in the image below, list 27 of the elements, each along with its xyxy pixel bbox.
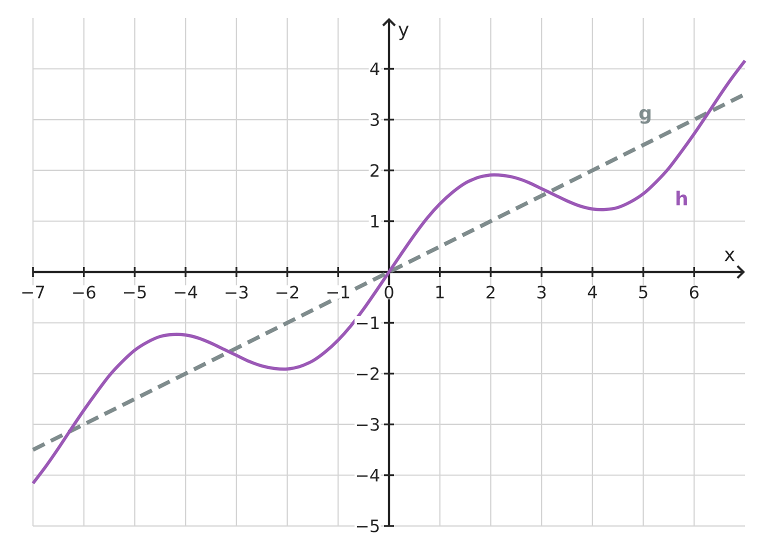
x-tick-label: −4 <box>174 286 198 298</box>
y-tick-label: −2 <box>356 367 379 380</box>
x-tick-label: 1 <box>436 286 444 298</box>
y-tick-label: 3 <box>370 113 379 126</box>
x-tick-label: 0 <box>384 286 394 299</box>
x-tick-label: −1 <box>327 286 350 298</box>
y-tick-label: −1 <box>356 316 379 329</box>
y-tick-label: 2 <box>370 164 378 177</box>
y-tick-label: −5 <box>356 520 379 532</box>
x-tick-label: −7 <box>22 286 44 298</box>
x-tick-label: 6 <box>690 286 698 299</box>
x-tick-label: −3 <box>226 286 248 299</box>
series-label: h <box>676 190 687 206</box>
y-tick-label: −3 <box>356 418 379 431</box>
x-tick-label: −6 <box>73 286 96 299</box>
x-tick-label: 4 <box>588 286 597 298</box>
y-tick-label: 4 <box>370 62 380 75</box>
y-tick-label: −4 <box>356 469 380 482</box>
x-tick-label: 5 <box>639 286 648 298</box>
x-tick-label: 2 <box>486 286 494 298</box>
x-axis-title: x <box>724 250 735 262</box>
x-tick-label: 3 <box>537 286 546 299</box>
x-tick-label: −5 <box>124 286 146 298</box>
series-label: g <box>639 109 651 124</box>
y-tick-label: 1 <box>371 215 379 228</box>
y-axis-title: y <box>398 26 409 40</box>
x-tick-label: −2 <box>276 286 298 298</box>
